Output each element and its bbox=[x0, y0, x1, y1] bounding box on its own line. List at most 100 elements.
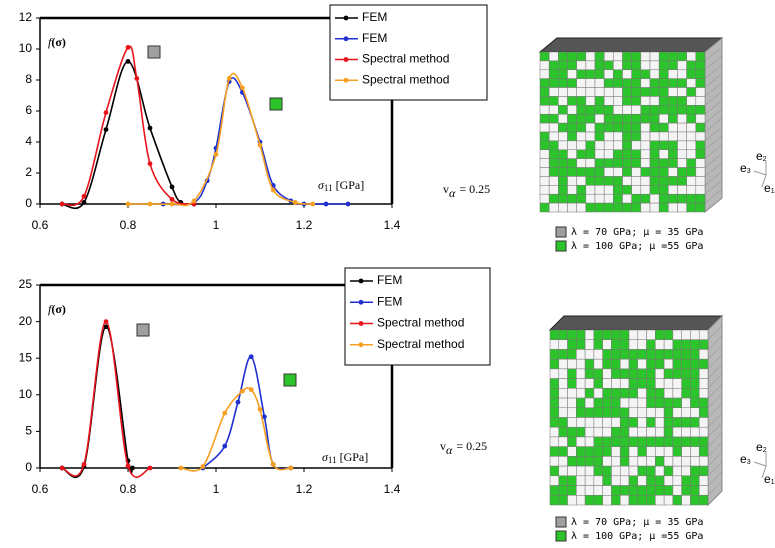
cube-cell bbox=[613, 167, 623, 177]
cube-cell bbox=[677, 193, 687, 204]
cube-cell bbox=[695, 131, 706, 142]
cube-cell bbox=[619, 417, 630, 428]
cube-cell bbox=[539, 158, 550, 168]
cube-cell bbox=[672, 339, 682, 350]
cube-cell bbox=[593, 426, 603, 438]
cube-cell bbox=[655, 456, 665, 467]
series-line bbox=[61, 320, 151, 478]
cube-cell bbox=[539, 113, 550, 124]
cube-cell bbox=[663, 329, 674, 340]
cube-cell bbox=[677, 105, 687, 115]
data-point bbox=[323, 201, 329, 207]
cube-cell bbox=[576, 485, 586, 496]
cube-cell bbox=[549, 436, 560, 447]
cube-side-line bbox=[704, 73, 723, 88]
cube-cell bbox=[576, 475, 586, 486]
cube-cell bbox=[594, 69, 605, 79]
material-label: λ = 70 GPa; μ = 35 GPa bbox=[571, 227, 703, 238]
legend-marker bbox=[343, 36, 349, 42]
cube-side-line bbox=[704, 64, 723, 79]
y-label-arg: (σ) bbox=[51, 302, 66, 316]
cube-cell bbox=[695, 149, 706, 159]
cube-cell bbox=[649, 87, 660, 97]
cube-cell bbox=[613, 149, 623, 159]
cube-cell bbox=[594, 131, 605, 142]
x-label-symbol: σ bbox=[318, 178, 325, 192]
cube-cell bbox=[672, 465, 682, 477]
cube-cell bbox=[613, 113, 623, 124]
cube-cell bbox=[681, 426, 691, 438]
cube-cell bbox=[663, 495, 674, 506]
cube-cell bbox=[602, 368, 612, 379]
cube-cell bbox=[649, 176, 660, 186]
cube-cell bbox=[567, 131, 577, 142]
cube-cell bbox=[631, 167, 642, 177]
cube-cell bbox=[594, 60, 605, 71]
data-point bbox=[270, 187, 276, 193]
material-square bbox=[147, 45, 161, 59]
cube-cell bbox=[576, 140, 587, 151]
legend-marker bbox=[358, 278, 364, 284]
cube-cell bbox=[593, 397, 603, 409]
x-label-unit: [GPa] bbox=[340, 450, 369, 464]
cube-cell bbox=[698, 339, 709, 350]
cube-cell bbox=[668, 149, 678, 159]
cube-side-line bbox=[707, 354, 723, 370]
data-point bbox=[226, 76, 232, 81]
cube-cell bbox=[603, 167, 614, 177]
data-point bbox=[130, 465, 135, 471]
cube-cell bbox=[698, 407, 709, 418]
cube-cell bbox=[603, 158, 614, 168]
cube-side-line bbox=[704, 135, 723, 150]
axis-arrow bbox=[753, 461, 767, 467]
cube-cell bbox=[649, 193, 660, 204]
cube-cell bbox=[567, 495, 577, 506]
cube-cell bbox=[611, 339, 621, 350]
series-line bbox=[202, 355, 291, 470]
data-point bbox=[169, 201, 175, 207]
cube-cell bbox=[613, 60, 623, 71]
cube-cell bbox=[686, 69, 697, 79]
cube-cell bbox=[690, 495, 700, 506]
cube-cell bbox=[646, 378, 656, 389]
axis-label: e3 bbox=[740, 161, 751, 175]
cube-cell bbox=[658, 149, 669, 159]
cube-cell bbox=[672, 388, 682, 399]
cube-cell bbox=[628, 388, 639, 399]
cube-cell bbox=[619, 349, 630, 360]
axis-label-sub: 2 bbox=[763, 447, 767, 454]
cube-cell bbox=[576, 407, 586, 418]
cube-cell bbox=[602, 475, 612, 486]
cube-cell bbox=[695, 202, 706, 213]
cube-cell bbox=[576, 176, 587, 186]
cube-cell bbox=[576, 149, 587, 159]
cube-cell bbox=[655, 485, 665, 496]
cube-cell bbox=[594, 51, 605, 62]
cube-cell bbox=[668, 202, 678, 213]
cube-cell bbox=[640, 176, 651, 186]
cube-cell bbox=[698, 475, 709, 486]
y-axis-label: f(σ) bbox=[48, 302, 66, 316]
cube-cell bbox=[576, 185, 587, 195]
cube-cell bbox=[611, 456, 621, 467]
cube-cell bbox=[695, 96, 706, 106]
cube-cell bbox=[668, 176, 678, 186]
data-point bbox=[103, 319, 109, 324]
cube-side-line bbox=[704, 162, 723, 177]
cube-cell bbox=[594, 105, 605, 115]
y-tick-label: 10 bbox=[19, 41, 33, 55]
cube-top bbox=[548, 315, 724, 331]
cube-cell bbox=[594, 78, 605, 88]
cube-cell bbox=[558, 397, 568, 409]
axis-label-sub: 1 bbox=[771, 188, 775, 195]
cube-cell bbox=[539, 105, 550, 115]
cube-cell bbox=[668, 122, 678, 133]
cube-cell bbox=[584, 417, 595, 428]
cube-cell bbox=[631, 193, 642, 204]
x-label-sub: 11 bbox=[328, 455, 337, 465]
cube-cell bbox=[695, 113, 706, 124]
cube-cell bbox=[677, 69, 687, 79]
axis-label-base: e bbox=[740, 452, 747, 466]
cube-cell bbox=[567, 158, 577, 168]
cube-cell bbox=[548, 113, 559, 124]
